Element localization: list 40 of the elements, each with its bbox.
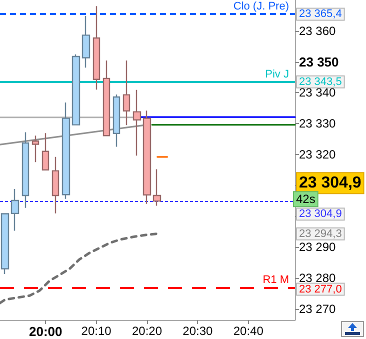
candlestick bbox=[32, 135, 40, 163]
x-tick-label: 20:00 bbox=[28, 324, 62, 339]
y-tick-label: 23 340 bbox=[299, 86, 336, 100]
x-tick-label: 20:10 bbox=[81, 324, 112, 338]
candlestick bbox=[62, 102, 70, 200]
candlestick bbox=[92, 6, 100, 90]
text: 23 365,4 bbox=[299, 8, 342, 20]
text: 23 304,9 bbox=[299, 174, 362, 192]
x-tick-label: 20:30 bbox=[182, 324, 214, 338]
candlestick bbox=[82, 15, 90, 68]
candlestick bbox=[102, 60, 110, 136]
text: 23 304,9 bbox=[299, 208, 342, 220]
line-series bbox=[0, 232, 158, 304]
y-tick-label: 23 290 bbox=[299, 240, 336, 254]
y-tick-label: 23 320 bbox=[299, 147, 336, 162]
y-tick-label: 23 330 bbox=[299, 116, 336, 131]
candlestick bbox=[132, 89, 142, 156]
candlestick bbox=[72, 54, 80, 126]
ref-line-label: Clo (J. Pre) bbox=[233, 0, 289, 13]
candlestick bbox=[10, 188, 20, 232]
candlestick bbox=[52, 156, 60, 214]
x-tick-label: 20:40 bbox=[233, 324, 264, 338]
y-tick-label: 23 360 bbox=[299, 24, 336, 38]
y-tick-label: 23 350 bbox=[299, 54, 339, 70]
candlestick bbox=[42, 132, 50, 170]
candlestick bbox=[142, 110, 152, 204]
text: 42s bbox=[296, 192, 316, 206]
candlestick bbox=[0, 213, 10, 275]
candlestick bbox=[152, 168, 162, 206]
y-tick-label: 23 270 bbox=[299, 302, 336, 316]
candlestick bbox=[122, 60, 130, 126]
x-tick-label: 20:20 bbox=[132, 324, 162, 338]
text: 23 277,0 bbox=[299, 283, 342, 296]
y-tick-label: 23 280 bbox=[299, 270, 336, 285]
text: 23 343,5 bbox=[299, 76, 342, 88]
candlestick bbox=[22, 132, 30, 208]
text: 23 294,3 bbox=[299, 228, 342, 240]
ref-line-label: Piv J bbox=[265, 68, 289, 80]
candlestick bbox=[112, 94, 120, 148]
ref-line-label: R1 M bbox=[262, 274, 289, 286]
